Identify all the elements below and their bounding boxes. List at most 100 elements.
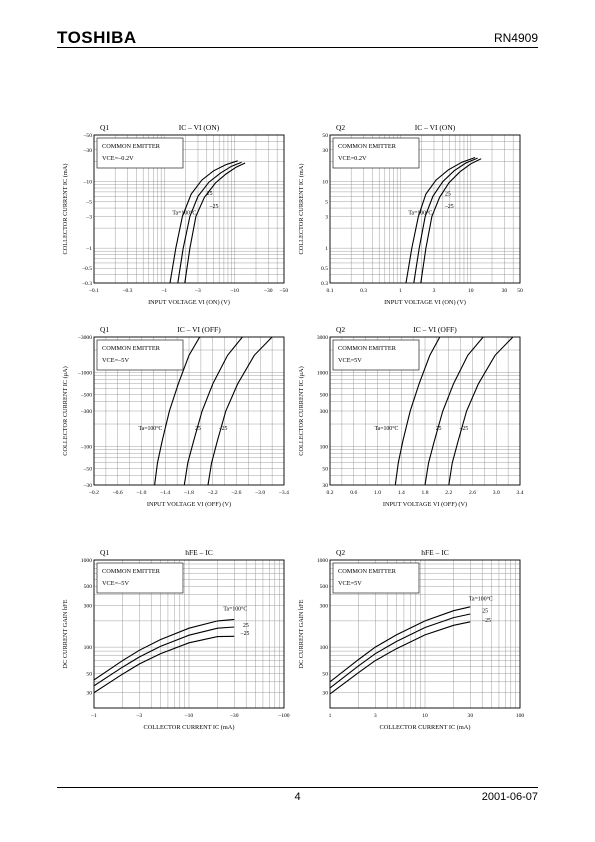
series-line-1 xyxy=(177,161,242,283)
series-line-2 xyxy=(184,162,246,283)
series-line-1 xyxy=(330,613,471,689)
condition-text: COMMON EMITTER xyxy=(102,143,161,150)
revision-date: 2001-06-07 xyxy=(481,791,538,803)
x-tick-label: –1.0 xyxy=(136,490,147,496)
condition-text: VCE=–5V xyxy=(102,357,129,364)
brand-logo: TOSHIBA xyxy=(57,28,137,47)
page-number: 4 xyxy=(294,791,301,803)
y-tick-label: 0.5 xyxy=(321,266,328,272)
series-line-0 xyxy=(405,156,476,283)
plot-frame xyxy=(329,134,521,284)
plot-frame xyxy=(93,134,285,284)
series-line-2 xyxy=(448,337,514,485)
condition-text: VCE=5V xyxy=(338,357,362,364)
y-tick-label: –5 xyxy=(85,200,92,206)
y-tick-label: 30 xyxy=(322,691,328,697)
x-tick-label: –2.2 xyxy=(207,490,218,496)
curve-label: Ta=100°C xyxy=(469,595,493,602)
y-tick-label: –30 xyxy=(83,483,93,489)
curve-label: –25 xyxy=(209,204,219,210)
y-axis-label: COLLECTOR CURRENT IC (mA) xyxy=(298,164,305,255)
x-axis-label: COLLECTOR CURRENT IC (mA) xyxy=(144,724,235,731)
series-group xyxy=(169,160,246,283)
x-tick-label: 3 xyxy=(374,713,377,719)
y-tick-label: 10 xyxy=(322,180,328,186)
curve-label: 25 xyxy=(207,191,213,197)
series-line-1 xyxy=(183,337,243,485)
series-line-1 xyxy=(94,626,235,687)
condition-box xyxy=(332,339,420,371)
y-axis-label: DC CURRENT GAIN hFE xyxy=(298,599,305,668)
footer-rule xyxy=(57,787,538,788)
x-tick-label: 3 xyxy=(433,288,436,294)
chart-title: IC – VI (ON) xyxy=(179,123,220,132)
chart-tag: Q2 xyxy=(336,123,345,132)
x-tick-label: 1.8 xyxy=(422,490,429,496)
x-tick-label: –1 xyxy=(161,288,168,294)
chart-title: IC – VI (ON) xyxy=(415,123,456,132)
condition-text: COMMON EMITTER xyxy=(338,568,397,575)
x-tick-label: 3.0 xyxy=(493,490,500,496)
series-line-2 xyxy=(330,621,471,695)
y-tick-label: 50 xyxy=(322,133,328,139)
y-tick-label: 50 xyxy=(86,671,92,677)
x-tick-label: –10 xyxy=(230,288,240,294)
y-axis-label: COLLECTOR CURRENT IC (mA) xyxy=(62,164,69,255)
series-line-0 xyxy=(154,337,201,485)
condition-text: COMMON EMITTER xyxy=(102,345,161,352)
chart-title: hFE – IC xyxy=(185,548,213,557)
curve-label: Ta=100°C xyxy=(139,425,163,432)
y-tick-label: –0.5 xyxy=(81,266,92,272)
y-tick-label: –30 xyxy=(83,148,93,154)
x-tick-label: –0.1 xyxy=(88,288,99,294)
x-tick-label: –1.4 xyxy=(159,490,170,496)
y-tick-label: –1 xyxy=(85,246,92,252)
condition-box xyxy=(96,339,184,371)
x-axis-label: INPUT VOLTAGE VI (OFF) (V) xyxy=(383,501,467,508)
y-tick-label: 0.3 xyxy=(321,281,328,287)
y-tick-label: 300 xyxy=(84,604,93,610)
y-tick-label: 500 xyxy=(84,584,93,590)
y-tick-label: –500 xyxy=(80,393,92,399)
y-tick-label: 30 xyxy=(322,148,328,154)
x-tick-label: 0.6 xyxy=(350,490,357,496)
series-line-0 xyxy=(169,160,238,283)
x-tick-label: 1.4 xyxy=(398,490,405,496)
curve-label: –25 xyxy=(444,204,454,210)
y-tick-label: 30 xyxy=(86,691,92,697)
x-tick-label: 30 xyxy=(468,713,474,719)
x-tick-label: 1 xyxy=(399,288,402,294)
condition-text: VCE=–5V xyxy=(102,580,129,587)
x-tick-label: –30 xyxy=(229,713,239,719)
curve-label: 25 xyxy=(243,623,249,629)
series-line-2 xyxy=(207,337,273,485)
chart-title: IC – VI (OFF) xyxy=(413,325,457,334)
plot-frame xyxy=(329,559,521,709)
condition-box xyxy=(332,562,420,594)
y-tick-label: 100 xyxy=(320,444,329,450)
chart-tag: Q1 xyxy=(100,123,109,132)
y-tick-label: 300 xyxy=(320,409,329,415)
y-tick-label: 500 xyxy=(320,393,329,399)
x-tick-label: –2.6 xyxy=(231,490,242,496)
chart-tag: Q2 xyxy=(336,325,345,334)
y-tick-label: 100 xyxy=(84,645,93,651)
condition-text: VCE=–0.2V xyxy=(102,155,134,162)
series-line-0 xyxy=(330,606,471,683)
y-tick-label: 50 xyxy=(322,671,328,677)
series-line-2 xyxy=(420,158,482,283)
y-tick-label: –10 xyxy=(83,180,93,186)
chart-q1-ic-vi-on: COMMON EMITTER VCE=–0.2V Q1 IC – VI (ON) –0.… xyxy=(62,123,289,306)
x-tick-label: 2.6 xyxy=(469,490,476,496)
y-tick-label: –300 xyxy=(80,409,92,415)
condition-text: COMMON EMITTER xyxy=(338,143,397,150)
x-tick-label: 1 xyxy=(329,713,332,719)
y-tick-label: –3000 xyxy=(77,335,92,341)
condition-text: VCE=5V xyxy=(338,580,362,587)
y-tick-label: –50 xyxy=(83,133,93,139)
y-tick-label: 500 xyxy=(320,584,329,590)
x-tick-label: –50 xyxy=(279,288,289,294)
x-tick-label: 50 xyxy=(517,288,523,294)
series-group xyxy=(154,337,273,485)
